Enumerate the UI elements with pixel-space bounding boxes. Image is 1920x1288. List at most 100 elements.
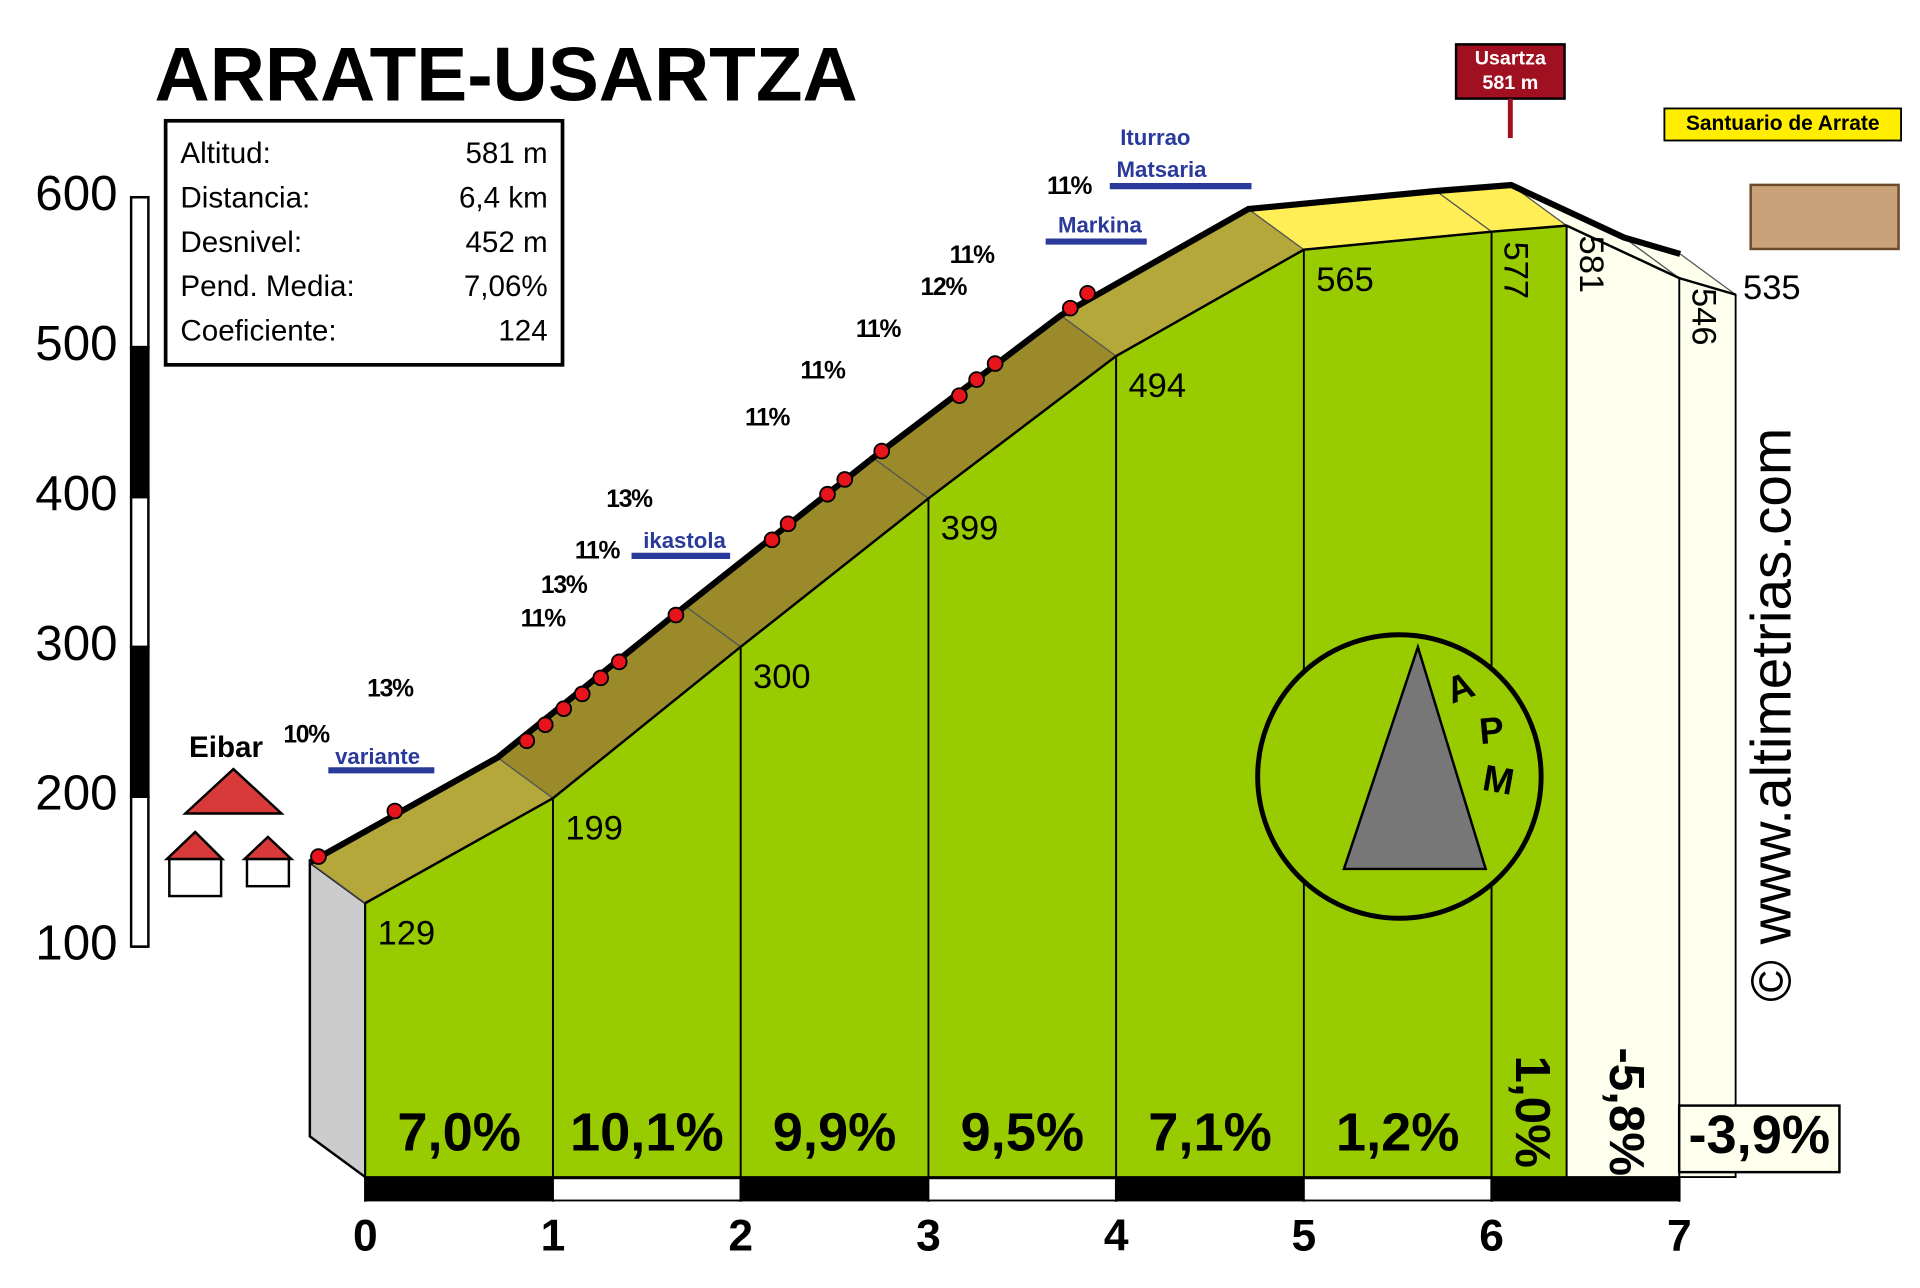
house-roof bbox=[163, 830, 226, 861]
place-label: variante bbox=[335, 744, 420, 769]
pitch-marker bbox=[951, 387, 968, 404]
place-label: Matsaria bbox=[1117, 157, 1208, 182]
elevation-label: 129 bbox=[378, 914, 436, 952]
pitch-marker bbox=[573, 685, 591, 703]
x-tick-label: 7 bbox=[1667, 1211, 1692, 1260]
x-tick-label: 2 bbox=[728, 1211, 753, 1260]
pitch-marker bbox=[536, 716, 554, 734]
x-tick-label: 6 bbox=[1479, 1211, 1504, 1260]
pitch-label: 11% bbox=[1047, 173, 1093, 200]
pitch-marker bbox=[555, 700, 573, 718]
pitch-label: 13% bbox=[606, 486, 653, 513]
y-tick-label: 100 bbox=[35, 916, 117, 971]
info-value: 581 m bbox=[465, 137, 547, 170]
y-tick-label: 500 bbox=[35, 316, 117, 371]
pitch-label: 11% bbox=[575, 538, 621, 565]
km-segment bbox=[552, 1177, 742, 1202]
y-tick-label: 200 bbox=[35, 766, 117, 821]
pitch-label: 13% bbox=[541, 572, 588, 599]
pitch-marker bbox=[1061, 299, 1079, 317]
x-tick-label: 3 bbox=[916, 1211, 941, 1260]
gradient-label: 7,0% bbox=[397, 1103, 521, 1163]
chart-title: ARRATE-USARTZA bbox=[155, 32, 858, 117]
pitch-label: 11% bbox=[521, 605, 567, 632]
pitch-label: 10% bbox=[283, 721, 330, 748]
km-segment bbox=[364, 1177, 554, 1202]
gradient-label: -3,9% bbox=[1688, 1105, 1830, 1165]
place-label: Iturrao bbox=[1120, 125, 1190, 150]
x-tick-label: 1 bbox=[541, 1211, 566, 1260]
pitch-marker bbox=[1079, 285, 1096, 302]
km-segment bbox=[1115, 1177, 1305, 1202]
km-segment bbox=[1302, 1177, 1493, 1202]
elevation-label: 494 bbox=[1128, 367, 1186, 405]
pitch-marker bbox=[763, 531, 781, 549]
scale-segment bbox=[129, 645, 150, 798]
place-label: ikastola bbox=[643, 528, 726, 553]
face-segment bbox=[1678, 276, 1737, 1178]
house-roof bbox=[241, 835, 295, 861]
pitch-marker bbox=[310, 848, 327, 865]
pitch-marker bbox=[779, 515, 797, 533]
place-label: Eibar bbox=[189, 731, 263, 764]
info-label: Coeficiente: bbox=[180, 315, 336, 348]
face-segment bbox=[927, 354, 1118, 1178]
scale-segment bbox=[129, 495, 150, 649]
pitch-label: 12% bbox=[921, 274, 968, 301]
pitch-marker bbox=[667, 606, 685, 624]
km-segment bbox=[927, 1177, 1118, 1202]
info-value: 6,4 km bbox=[459, 181, 548, 214]
credit: © www.altimetrias.com bbox=[1740, 428, 1803, 1002]
x-tick-label: 4 bbox=[1104, 1211, 1129, 1260]
pitch-label: 11% bbox=[800, 358, 846, 385]
info-label: Pend. Media: bbox=[180, 270, 354, 303]
pitch-marker bbox=[873, 442, 891, 460]
summit-label: Usartza bbox=[1475, 47, 1547, 69]
face-segment bbox=[1565, 224, 1681, 1178]
y-tick-label: 400 bbox=[35, 466, 117, 521]
house-roof bbox=[182, 767, 285, 815]
gradient-label: -5,8% bbox=[1599, 1047, 1654, 1176]
place-label: Markina bbox=[1058, 213, 1142, 238]
logo-letter: M bbox=[1480, 757, 1517, 803]
info-label: Desnivel: bbox=[180, 226, 302, 259]
y-tick-label: 600 bbox=[35, 166, 117, 221]
elevation-label: 565 bbox=[1316, 261, 1374, 299]
pitch-label: 11% bbox=[745, 405, 791, 432]
pitch-marker bbox=[968, 371, 985, 388]
info-label: Altitud: bbox=[180, 137, 270, 170]
gradient-label: 1,2% bbox=[1336, 1103, 1460, 1163]
pitch-label: 11% bbox=[856, 316, 902, 343]
gradient-label: 9,5% bbox=[961, 1103, 1085, 1163]
info-label: Distancia: bbox=[180, 181, 310, 214]
sanctuary-building bbox=[1749, 183, 1900, 251]
elevation-label: 399 bbox=[941, 510, 999, 548]
km-segment bbox=[1490, 1177, 1681, 1202]
elevation-label: 581 bbox=[1572, 236, 1610, 294]
elevation-label: 300 bbox=[753, 658, 811, 696]
gradient-box bbox=[1677, 1104, 1841, 1174]
info-value: 7,06% bbox=[464, 270, 548, 303]
pitch-label: 11% bbox=[950, 242, 996, 269]
pitch-marker bbox=[819, 485, 836, 503]
elevation-label: 535 bbox=[1743, 269, 1801, 307]
profile-line bbox=[364, 224, 1736, 905]
scale-segment bbox=[129, 345, 150, 499]
x-tick-label: 5 bbox=[1292, 1211, 1317, 1260]
y-tick-label: 300 bbox=[35, 616, 117, 671]
info-value: 452 m bbox=[465, 226, 547, 259]
logo-letter: P bbox=[1478, 709, 1506, 752]
info-value: 124 bbox=[498, 315, 547, 348]
side-face bbox=[308, 860, 367, 1180]
house bbox=[168, 857, 223, 898]
scale-segment bbox=[129, 195, 150, 349]
gradient-label: 1,0% bbox=[1505, 1056, 1560, 1168]
pitch-label: 13% bbox=[367, 676, 414, 703]
pitch-marker bbox=[386, 802, 404, 820]
pitch-marker bbox=[518, 732, 536, 750]
scale-segment bbox=[129, 795, 150, 948]
logo-mountain bbox=[1342, 643, 1488, 871]
sanctuary-label: Santuario de Arrate bbox=[1686, 112, 1880, 135]
